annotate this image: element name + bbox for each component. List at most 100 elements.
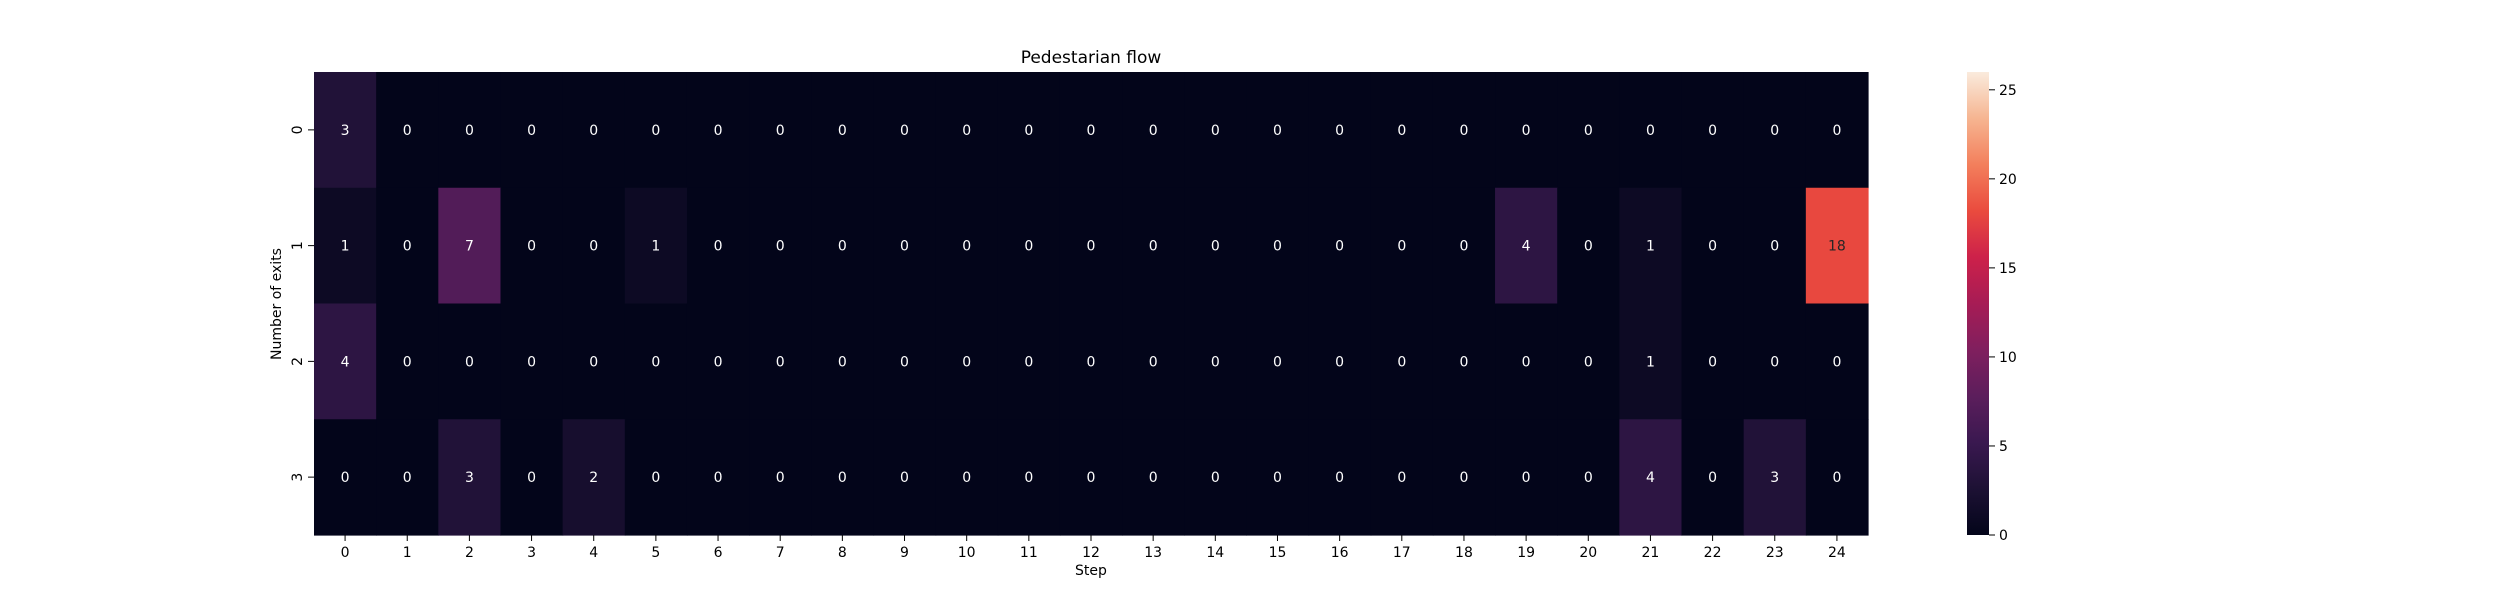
- heatmap-cell: [1184, 72, 1247, 189]
- cell-value-label: 0: [1708, 239, 1717, 255]
- x-tick-label: 16: [1331, 545, 1349, 561]
- heatmap-cell: [1184, 303, 1247, 420]
- heatmap-cell: [562, 303, 626, 420]
- cell-value-label: 0: [900, 239, 909, 255]
- cell-value-label: 0: [403, 470, 412, 486]
- x-tick-label: 2: [465, 545, 474, 561]
- x-tick-label: 18: [1455, 545, 1473, 561]
- heatmap-cell: [562, 72, 626, 189]
- cell-value-label: 3: [1770, 470, 1779, 486]
- cell-value-label: 0: [1211, 239, 1220, 255]
- cell-value-label: 0: [776, 239, 785, 255]
- cell-value-label: 0: [1459, 239, 1468, 255]
- heatmap-cell: [935, 187, 999, 305]
- y-tick-label: 1: [290, 241, 306, 250]
- heatmap-cell: [624, 303, 688, 420]
- heatmap-cell: [438, 72, 502, 189]
- cell-value-label: 2: [589, 470, 598, 486]
- heatmap-cell: [1805, 419, 1869, 536]
- heatmap-cell: [935, 419, 999, 536]
- heatmap-cell: [1370, 72, 1434, 189]
- heatmap-cell: [1681, 419, 1745, 536]
- heatmap-cell: [1246, 187, 1310, 305]
- colorbar-gradient: [1967, 72, 1989, 535]
- cell-value-label: 0: [900, 123, 909, 139]
- cell-value-label: 0: [1397, 354, 1406, 370]
- x-tick-label: 0: [341, 545, 350, 561]
- heatmap-cell: [1557, 187, 1620, 305]
- cell-value-label: 0: [1335, 354, 1344, 370]
- heatmap-cell: [500, 303, 564, 420]
- heatmap-cell: [1308, 72, 1372, 189]
- cell-value-label: 0: [1149, 123, 1158, 139]
- heatmap-cell: [1122, 72, 1185, 189]
- heatmap-cell: [438, 187, 502, 305]
- cell-value-label: 0: [589, 123, 598, 139]
- x-tick-label: 22: [1704, 545, 1722, 561]
- heatmap-cell: [1619, 303, 1683, 420]
- cell-value-label: 0: [403, 123, 412, 139]
- heatmap-cell: [1370, 303, 1434, 420]
- cell-value-label: 0: [1832, 470, 1841, 486]
- cell-value-label: 0: [776, 123, 785, 139]
- cell-value-label: 0: [1708, 354, 1717, 370]
- heatmap-cell: [749, 419, 812, 536]
- cell-value-label: 0: [962, 470, 971, 486]
- cell-value-label: 0: [1149, 354, 1158, 370]
- cell-value-label: 0: [714, 470, 723, 486]
- x-tick-label: 14: [1206, 545, 1224, 561]
- cell-value-label: 0: [403, 354, 412, 370]
- cell-value-label: 0: [651, 123, 660, 139]
- heatmap-cell: [811, 187, 875, 305]
- x-tick-label: 13: [1144, 545, 1162, 561]
- cell-value-label: 0: [527, 354, 536, 370]
- cell-value-label: 0: [900, 354, 909, 370]
- cell-value-label: 0: [403, 239, 412, 255]
- cell-value-label: 0: [1149, 239, 1158, 255]
- cell-value-label: 0: [1522, 123, 1531, 139]
- x-tick-label: 7: [776, 545, 785, 561]
- cell-value-label: 0: [527, 470, 536, 486]
- heatmap-cell: [1743, 303, 1807, 420]
- cell-value-label: 0: [1770, 239, 1779, 255]
- cell-value-label: 0: [1087, 239, 1096, 255]
- x-tick-label: 6: [714, 545, 723, 561]
- cell-value-label: 0: [651, 354, 660, 370]
- heatmap-cell: [376, 72, 439, 189]
- cell-value-label: 0: [1584, 123, 1593, 139]
- cell-value-label: 0: [527, 123, 536, 139]
- colorbar-tick-label: 0: [1999, 528, 2008, 544]
- cell-value-label: 4: [1646, 470, 1655, 486]
- x-tick-label: 1: [403, 545, 412, 561]
- cell-value-label: 0: [1584, 470, 1593, 486]
- heatmap-cell: [314, 72, 377, 189]
- heatmap-cell: [1743, 419, 1807, 536]
- cell-value-label: 0: [776, 470, 785, 486]
- heatmap-cell: [749, 303, 812, 420]
- heatmap-cell: [1557, 72, 1620, 189]
- y-axis-label: Number of exits: [269, 248, 285, 360]
- heatmap-cell: [1246, 419, 1310, 536]
- cell-value-label: 0: [1584, 239, 1593, 255]
- cell-value-label: 0: [465, 354, 474, 370]
- x-tick-label: 21: [1642, 545, 1660, 561]
- heatmap-cell: [1495, 187, 1558, 305]
- heatmap-cell: [1246, 303, 1310, 420]
- x-tick-label: 15: [1269, 545, 1287, 561]
- heatmap-cell: [562, 187, 626, 305]
- heatmap-cell: [1122, 187, 1185, 305]
- heatmap-cell: [749, 72, 812, 189]
- cell-value-label: 0: [1211, 354, 1220, 370]
- cell-value-label: 0: [1646, 123, 1655, 139]
- heatmap-cell: [500, 419, 564, 536]
- heatmap-cell: [1122, 303, 1185, 420]
- x-tick-label: 24: [1828, 545, 1846, 561]
- heatmap-cell: [1059, 72, 1123, 189]
- colorbar-tick-label: 20: [1999, 172, 2017, 188]
- heatmap-cell: [314, 419, 377, 536]
- heatmap-cell: [997, 187, 1061, 305]
- heatmap-cell: [1681, 187, 1745, 305]
- cell-value-label: 0: [527, 239, 536, 255]
- heatmap-cell: [873, 187, 937, 305]
- cell-value-label: 0: [1397, 239, 1406, 255]
